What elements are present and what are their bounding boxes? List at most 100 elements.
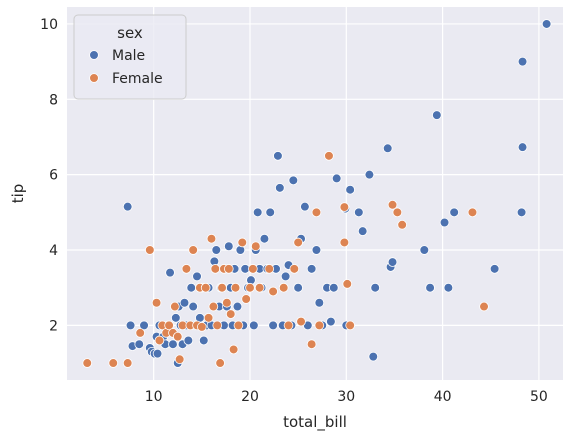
point-male — [357, 226, 368, 236]
x-tick-label: 10 — [145, 389, 163, 405]
point-male — [449, 207, 459, 218]
legend-marker-female — [89, 73, 99, 83]
point-female — [206, 233, 217, 244]
point-male — [280, 271, 291, 282]
point-male — [171, 313, 181, 323]
point-male — [186, 282, 197, 293]
point-male — [489, 264, 500, 274]
point-male — [188, 301, 198, 312]
point-female — [479, 301, 489, 312]
point-female — [181, 264, 192, 274]
tick-labels: 10 20 30 40 50 2 4 6 8 10 — [40, 17, 548, 405]
point-female — [248, 264, 258, 274]
point-female — [342, 279, 353, 289]
point-female — [122, 358, 133, 368]
point-female — [254, 282, 265, 293]
point-female — [387, 200, 398, 210]
point-female — [296, 316, 306, 327]
point-male — [249, 320, 259, 331]
y-tick-label: 4 — [49, 243, 58, 259]
point-male — [425, 282, 435, 293]
y-tick-label: 8 — [49, 92, 58, 108]
point-female — [392, 207, 403, 218]
point-male — [354, 207, 364, 218]
legend-box — [73, 14, 187, 100]
point-female — [339, 237, 350, 248]
x-tick-label: 50 — [530, 389, 548, 405]
legend-label-male: Male — [112, 48, 145, 64]
point-male — [165, 267, 175, 278]
data-points — [82, 19, 552, 368]
point-male — [443, 282, 454, 293]
point-female — [174, 354, 185, 365]
point-female — [228, 344, 239, 355]
point-female — [306, 339, 317, 350]
point-male — [183, 335, 194, 346]
point-male — [168, 339, 178, 350]
point-female — [145, 245, 155, 255]
point-male — [198, 335, 209, 346]
point-female — [222, 297, 232, 308]
point-male — [387, 257, 398, 267]
point-male — [134, 339, 145, 350]
point-female — [172, 331, 183, 342]
point-female — [339, 202, 350, 212]
legend-title: sex — [117, 24, 143, 42]
point-male — [293, 282, 303, 293]
point-male — [259, 233, 270, 244]
point-male — [370, 282, 380, 293]
y-tick-label: 2 — [49, 318, 58, 334]
point-female — [237, 237, 248, 248]
legend: sex Male Female — [73, 14, 187, 100]
y-tick-label: 6 — [49, 168, 58, 184]
point-female — [197, 322, 207, 332]
y-axis-label: tip — [9, 184, 27, 204]
point-male — [306, 264, 317, 274]
y-tick-label: 10 — [40, 17, 58, 33]
point-male — [275, 183, 285, 193]
x-tick-label: 30 — [337, 389, 355, 405]
point-male — [300, 201, 310, 212]
legend-marker-male — [89, 50, 99, 60]
point-female — [241, 294, 251, 304]
point-female — [217, 282, 227, 293]
point-female — [314, 320, 325, 331]
x-tick-label: 20 — [241, 389, 259, 405]
point-male — [419, 245, 430, 255]
point-female — [324, 151, 334, 161]
point-female — [245, 282, 255, 293]
point-male — [125, 320, 136, 331]
point-male — [328, 282, 339, 293]
point-female — [108, 358, 119, 368]
point-male — [364, 169, 375, 180]
point-female — [82, 358, 93, 368]
point-male — [192, 271, 202, 282]
point-female — [188, 245, 198, 255]
point-female — [210, 264, 221, 274]
point-male — [252, 207, 263, 218]
point-male — [345, 184, 355, 195]
point-female — [135, 328, 145, 338]
point-male — [122, 201, 133, 212]
point-female — [467, 207, 478, 218]
point-female — [164, 320, 174, 331]
point-female — [215, 358, 225, 368]
point-female — [151, 297, 162, 308]
point-female — [293, 237, 303, 248]
point-male — [139, 320, 149, 331]
point-female — [250, 241, 261, 252]
point-female — [233, 320, 244, 331]
point-female — [397, 219, 407, 230]
point-male — [541, 19, 552, 29]
point-male — [211, 245, 222, 255]
point-male — [224, 241, 234, 252]
point-male — [311, 245, 322, 255]
point-male — [265, 207, 276, 218]
point-male — [368, 351, 379, 362]
point-male — [439, 217, 450, 228]
x-axis-label: total_bill — [283, 413, 347, 432]
point-female — [208, 301, 219, 312]
point-male — [382, 143, 393, 154]
